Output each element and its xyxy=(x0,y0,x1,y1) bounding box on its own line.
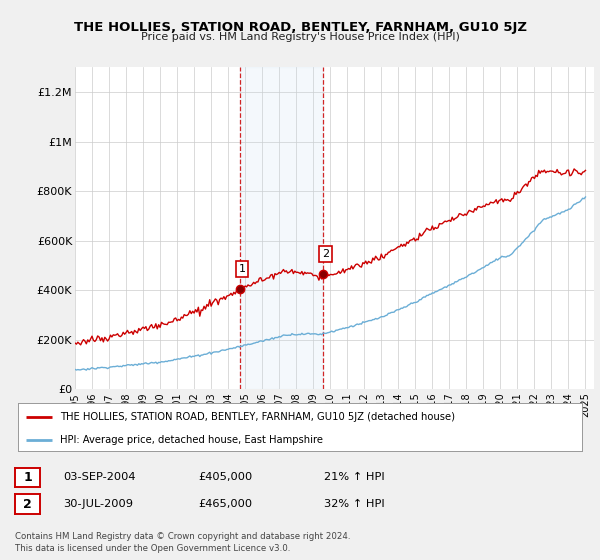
Text: 21% ↑ HPI: 21% ↑ HPI xyxy=(324,472,385,482)
Text: HPI: Average price, detached house, East Hampshire: HPI: Average price, detached house, East… xyxy=(60,435,323,445)
Text: 2: 2 xyxy=(322,249,329,259)
Text: 1: 1 xyxy=(239,264,245,274)
Text: Price paid vs. HM Land Registry's House Price Index (HPI): Price paid vs. HM Land Registry's House … xyxy=(140,32,460,43)
Bar xyxy=(239,67,323,389)
Text: £465,000: £465,000 xyxy=(198,499,252,509)
Text: 30-JUL-2009: 30-JUL-2009 xyxy=(63,499,133,509)
Text: 03-SEP-2004: 03-SEP-2004 xyxy=(63,472,136,482)
Text: THE HOLLIES, STATION ROAD, BENTLEY, FARNHAM, GU10 5JZ: THE HOLLIES, STATION ROAD, BENTLEY, FARN… xyxy=(74,21,527,34)
Text: Contains HM Land Registry data © Crown copyright and database right 2024.
This d: Contains HM Land Registry data © Crown c… xyxy=(15,532,350,553)
Text: THE HOLLIES, STATION ROAD, BENTLEY, FARNHAM, GU10 5JZ (detached house): THE HOLLIES, STATION ROAD, BENTLEY, FARN… xyxy=(60,412,455,422)
Text: 1: 1 xyxy=(23,470,32,484)
Text: 2: 2 xyxy=(23,497,32,511)
Text: 32% ↑ HPI: 32% ↑ HPI xyxy=(324,499,385,509)
Text: £405,000: £405,000 xyxy=(198,472,252,482)
